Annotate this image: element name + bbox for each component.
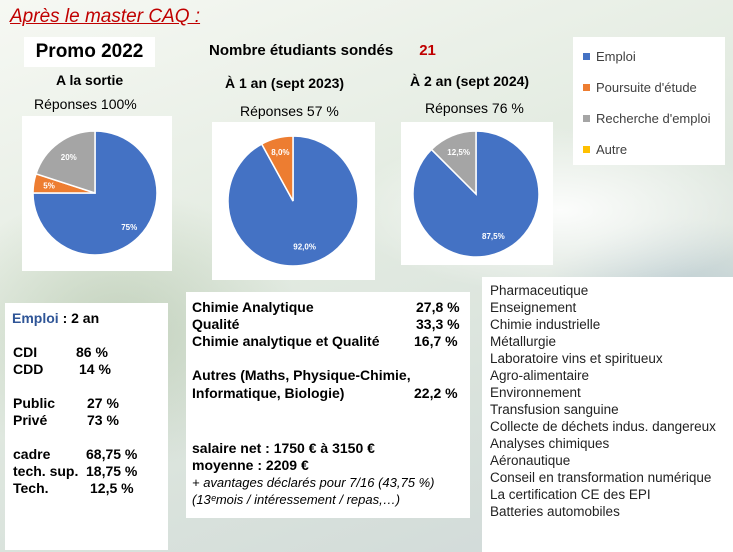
legend-swatch [583, 53, 590, 60]
employment-panel: Emploi : 2 an CDI 86 % CDD 14 % Public 27 %… [5, 303, 168, 550]
employment-heading: Emploi : 2 an [12, 310, 99, 326]
row-label: Privé [13, 412, 48, 428]
chart-legend: Emploi Poursuite d'étude Recherche d'emp… [573, 37, 725, 165]
row-label: Tech. [13, 480, 49, 496]
chart-1-subtitle: Réponses 100% [34, 96, 137, 112]
pie-chart-2: 92,0% 8,0% [227, 135, 359, 267]
benefits-line1: + avantages déclarés pour 7/16 (43,75 %) [192, 475, 435, 490]
field-value: 27,8 % [416, 299, 460, 315]
sector-item: Métallurgie [490, 334, 557, 349]
chart-3-area: 87,5% 12,5% [401, 122, 553, 265]
row-label: Public [13, 395, 56, 411]
field-label: Qualité [192, 316, 240, 332]
sector-item: Analyses chimiques [490, 436, 610, 451]
row-label: cadre [13, 446, 51, 462]
legend-item-recherche: Recherche d'emploi [583, 111, 711, 126]
sector-item: Conseil en transformation numérique [490, 470, 712, 485]
sector-item: Enseignement [490, 300, 577, 315]
row-value: 12,5 % [90, 480, 134, 496]
salary-average: moyenne : 2209 € [192, 457, 309, 473]
legend-label: Poursuite d'étude [596, 80, 697, 95]
chart-1-area: 75% 5% 20% [22, 116, 172, 271]
pie-slice-label: 20% [61, 153, 77, 162]
surveyed-label: Nombre étudiants sondés [209, 42, 394, 59]
sector-item: Agro-alimentaire [490, 368, 590, 383]
surveyed-count: Nombre étudiants sondés 21 [209, 42, 436, 59]
legend-swatch [583, 84, 590, 91]
pie-slice-label: 75% [121, 223, 137, 232]
benefits-line2: (13ᵉmois / intéressement / repas,…) [192, 492, 401, 507]
field-other-line1: Autres (Maths, Physique-Chimie, [192, 367, 411, 383]
sector-item: Chimie industrielle [490, 317, 601, 332]
row-value: 86 % [76, 344, 108, 360]
pie-slice-label: 8,0% [271, 148, 289, 157]
legend-item-autre: Autre [583, 142, 627, 157]
sector-item: La certification CE des EPI [490, 487, 651, 502]
employment-title: Emploi [12, 310, 59, 326]
field-other-line2: Informatique, Biologie) [192, 385, 345, 401]
legend-swatch [583, 146, 590, 153]
sector-item: Environnement [490, 385, 581, 400]
chart-2-subtitle: Réponses 57 % [240, 103, 339, 119]
row-label: CDD [13, 361, 44, 377]
row-value: 27 % [87, 395, 119, 411]
legend-label: Emploi [596, 49, 636, 64]
pie-slice [260, 135, 294, 202]
legend-item-emploi: Emploi [583, 49, 636, 64]
pie-chart-1: 75% 5% 20% [32, 130, 158, 256]
field-label: Chimie analytique et Qualité [192, 333, 380, 349]
pie-slice [430, 130, 477, 196]
pie-slice-label: 92,0% [293, 242, 316, 251]
row-label: tech. sup. [13, 463, 79, 479]
sectors-panel: Pharmaceutique Enseignement Chimie indus… [482, 277, 733, 552]
legend-item-poursuite: Poursuite d'étude [583, 80, 697, 95]
pie-slice-label: 5% [43, 182, 55, 191]
pie-slice-label: 87,5% [482, 232, 505, 241]
sector-item: Collecte de déchets indus. dangereux [490, 419, 716, 434]
row-value: 73 % [87, 412, 119, 428]
chart-1-title: A la sortie [56, 72, 124, 88]
sector-item: Pharmaceutique [490, 283, 589, 298]
promo-label: Promo 2022 [24, 37, 155, 67]
sector-item: Transfusion sanguine [490, 402, 619, 417]
field-other-value: 22,2 % [414, 385, 458, 401]
pie-slice [35, 130, 96, 195]
legend-label: Autre [596, 142, 628, 157]
row-value: 18,75 % [86, 463, 138, 479]
field-value: 16,7 % [414, 333, 458, 349]
surveyed-number: 21 [419, 42, 436, 59]
fields-panel: Chimie Analytique 27,8 % Qualité 33,3 % … [186, 292, 470, 518]
chart-2-title: À 1 an (sept 2023) [225, 75, 345, 91]
chart-2-area: 92,0% 8,0% [212, 122, 375, 280]
legend-swatch [583, 115, 590, 122]
sector-item: Batteries automobiles [490, 504, 620, 519]
legend-label: Recherche d'emploi [596, 111, 711, 126]
chart-3-subtitle: Réponses 76 % [425, 100, 524, 116]
pie-slice-label: 12,5% [447, 148, 470, 157]
employment-subtitle: : 2 an [62, 310, 100, 326]
sector-item: Aéronautique [490, 453, 571, 468]
sector-item: Laboratoire vins et spiritueux [490, 351, 663, 366]
field-label: Chimie Analytique [192, 299, 314, 315]
salary-range: salaire net : 1750 € à 3150 € [192, 440, 375, 456]
chart-3-title: À 2 an (sept 2024) [410, 73, 530, 89]
page-title: Après le master CAQ : [10, 6, 201, 27]
pie-chart-3: 87,5% 12,5% [412, 130, 540, 258]
field-value: 33,3 % [416, 316, 460, 332]
row-value: 14 % [79, 361, 111, 377]
row-value: 68,75 % [86, 446, 138, 462]
row-label: CDI [13, 344, 38, 360]
